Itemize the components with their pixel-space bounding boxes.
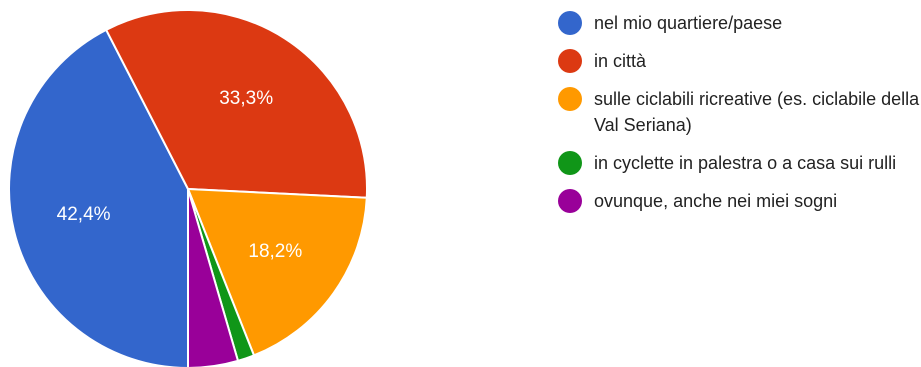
- slice-value-label-0: 42,4%: [57, 204, 111, 225]
- legend: nel mio quartiere/paese in città sulle cic…: [558, 10, 921, 226]
- legend-label-4: ovunque, anche nei miei sogni: [594, 191, 838, 211]
- legend-label-1: in città: [594, 51, 647, 71]
- legend-swatch-0: [558, 11, 582, 35]
- pie-chart: 42,4% 33,3% 18,2%: [8, 9, 368, 367]
- slice-value-label-1: 33,3%: [219, 88, 273, 109]
- legend-label-0: nel mio quartiere/paese: [594, 13, 783, 33]
- legend-item-0: nel mio quartiere/paese: [558, 10, 921, 36]
- pie-slice-0: [8, 28, 189, 367]
- legend-item-4: ovunque, anche nei miei sogni: [558, 188, 921, 214]
- legend-swatch-4: [558, 189, 582, 213]
- legend-item-1: in città: [558, 48, 921, 74]
- legend-item-3: in cyclette in palestra o a casa sui rul…: [558, 150, 921, 176]
- pie-slice-1: [105, 9, 368, 199]
- legend-swatch-2: [558, 87, 582, 111]
- legend-label-2: sulle ciclabili ricreative (es. ciclabil…: [594, 89, 920, 135]
- pie-slice-4: [187, 188, 239, 367]
- legend-item-2: sulle ciclabili ricreative (es. ciclabil…: [558, 86, 921, 138]
- legend-swatch-3: [558, 151, 582, 175]
- legend-label-3: in cyclette in palestra o a casa sui rul…: [594, 153, 897, 173]
- slice-value-label-2: 18,2%: [248, 241, 302, 262]
- pie-slice-2: [187, 188, 368, 357]
- legend-swatch-1: [558, 49, 582, 73]
